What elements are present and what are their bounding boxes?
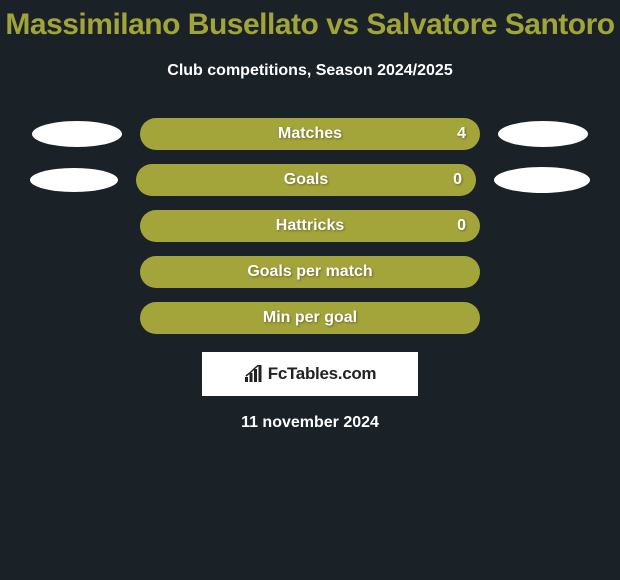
bar-label-goals: Goals xyxy=(284,171,328,189)
bar-label-matches: Matches xyxy=(278,125,342,143)
stat-row-goals: Goals 0 xyxy=(20,164,600,196)
stat-row-hattricks: Hattricks 0 xyxy=(20,210,600,242)
bar-gpm: Goals per match xyxy=(140,256,480,288)
bar-mpg: Min per goal xyxy=(140,302,480,334)
bar-value-matches: 4 xyxy=(457,125,466,143)
stat-row-gpm: Goals per match xyxy=(20,256,600,288)
bar-value-goals: 0 xyxy=(453,171,462,189)
bar-matches: Matches 4 xyxy=(140,118,480,150)
right-ellipse-matches xyxy=(498,121,588,147)
page-title: Massimilano Busellato vs Salvatore Santo… xyxy=(0,0,620,42)
bar-label-mpg: Min per goal xyxy=(263,309,357,327)
page-subtitle: Club competitions, Season 2024/2025 xyxy=(0,62,620,80)
right-ellipse-goals xyxy=(494,167,590,193)
footer-date: 11 november 2024 xyxy=(0,414,620,432)
bar-hattricks: Hattricks 0 xyxy=(140,210,480,242)
bar-goals: Goals 0 xyxy=(136,164,476,196)
left-ellipse-matches xyxy=(32,121,122,147)
stat-row-mpg: Min per goal xyxy=(20,302,600,334)
bar-label-gpm: Goals per match xyxy=(247,263,372,281)
source-badge: FcTables.com xyxy=(202,352,418,396)
bar-value-hattricks: 0 xyxy=(457,217,466,235)
barchart-icon xyxy=(244,365,264,383)
comparison-chart: Matches 4 Goals 0 Hattricks 0 Goals per … xyxy=(0,118,620,334)
bar-label-hattricks: Hattricks xyxy=(276,217,344,235)
source-badge-text: FcTables.com xyxy=(268,364,377,384)
left-ellipse-goals xyxy=(30,168,118,192)
stat-row-matches: Matches 4 xyxy=(20,118,600,150)
